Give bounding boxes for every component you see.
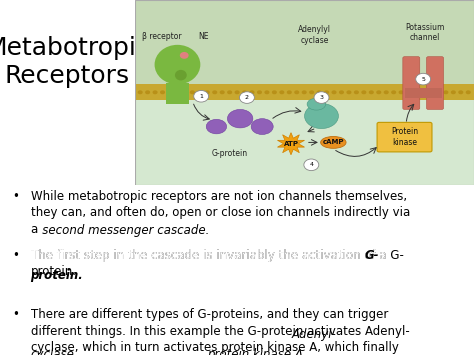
Text: 1: 1 [199, 94, 203, 99]
Circle shape [361, 90, 366, 94]
Circle shape [294, 90, 299, 94]
Ellipse shape [206, 119, 227, 134]
Text: 2: 2 [245, 95, 249, 100]
Bar [135, 100, 474, 185]
Circle shape [354, 90, 359, 94]
Circle shape [443, 90, 448, 94]
Circle shape [137, 90, 143, 94]
Circle shape [264, 90, 269, 94]
Text: The first step in the cascade is invariably the activation of a: The first step in the cascade is invaria… [30, 249, 390, 262]
Ellipse shape [175, 70, 187, 81]
Circle shape [272, 90, 277, 94]
Text: 4: 4 [310, 162, 313, 167]
Circle shape [428, 90, 434, 94]
Ellipse shape [228, 109, 253, 128]
Circle shape [309, 90, 314, 94]
Circle shape [212, 90, 217, 94]
Text: cyclase,: cyclase, [30, 348, 78, 355]
Circle shape [175, 90, 180, 94]
Circle shape [399, 90, 404, 94]
Circle shape [235, 90, 240, 94]
Circle shape [304, 159, 319, 171]
Circle shape [182, 90, 187, 94]
Ellipse shape [251, 119, 273, 135]
Text: Adenylyl
cyclase: Adenylyl cyclase [298, 26, 331, 45]
FancyBboxPatch shape [377, 122, 432, 152]
Text: The first step in the cascade is invariably the activation of a G-
protein.: The first step in the cascade is invaria… [30, 249, 403, 278]
Circle shape [279, 90, 284, 94]
Circle shape [436, 90, 441, 94]
Circle shape [458, 90, 463, 94]
Bar [165, 83, 189, 104]
Circle shape [331, 90, 337, 94]
Ellipse shape [307, 98, 326, 110]
Circle shape [324, 90, 329, 94]
Circle shape [249, 90, 255, 94]
Text: 5: 5 [421, 77, 425, 82]
Text: β receptor: β receptor [142, 32, 182, 41]
Circle shape [180, 52, 189, 59]
Text: ATP: ATP [283, 141, 299, 147]
Circle shape [145, 90, 150, 94]
Text: G-protein: G-protein [212, 149, 248, 158]
Text: protein.: protein. [30, 269, 83, 282]
Text: G-: G- [364, 249, 379, 262]
Circle shape [287, 90, 292, 94]
Text: second messenger cascade.: second messenger cascade. [30, 224, 209, 237]
Circle shape [197, 90, 202, 94]
Circle shape [194, 91, 209, 102]
Circle shape [383, 90, 389, 94]
Circle shape [219, 90, 225, 94]
Circle shape [190, 90, 195, 94]
Text: Protein
kinase: Protein kinase [391, 127, 418, 147]
Circle shape [257, 90, 262, 94]
Circle shape [369, 90, 374, 94]
Bar [135, 84, 474, 100]
Circle shape [314, 92, 329, 103]
Text: protein kinase A: protein kinase A [207, 348, 303, 355]
Circle shape [239, 92, 255, 103]
Text: NE: NE [198, 32, 208, 41]
Text: •: • [12, 308, 18, 321]
Bar [404, 88, 442, 98]
Circle shape [167, 90, 173, 94]
Polygon shape [277, 133, 304, 155]
Circle shape [451, 90, 456, 94]
Ellipse shape [320, 136, 346, 148]
Text: While metabotropic receptors are not ion channels themselves,
they can, and ofte: While metabotropic receptors are not ion… [30, 190, 410, 236]
Text: Metabotropic
Receptors: Metabotropic Receptors [0, 36, 150, 88]
Circle shape [346, 90, 352, 94]
Circle shape [465, 90, 471, 94]
Circle shape [339, 90, 344, 94]
Text: There are different types of G-proteins, and they can trigger
different things. : There are different types of G-proteins,… [30, 308, 410, 355]
Text: Adenyl-: Adenyl- [292, 328, 336, 341]
Circle shape [413, 90, 419, 94]
Circle shape [301, 90, 307, 94]
Circle shape [406, 90, 411, 94]
Circle shape [227, 90, 232, 94]
FancyBboxPatch shape [403, 57, 420, 109]
Circle shape [160, 90, 165, 94]
Circle shape [153, 90, 158, 94]
Circle shape [205, 90, 210, 94]
Circle shape [376, 90, 381, 94]
Ellipse shape [155, 45, 201, 84]
Circle shape [421, 90, 426, 94]
Text: 3: 3 [319, 95, 323, 100]
Circle shape [242, 90, 247, 94]
Text: Potassium
channel: Potassium channel [405, 23, 445, 42]
Text: •: • [12, 190, 18, 203]
Text: cAMP: cAMP [323, 140, 344, 146]
Bar [135, 0, 474, 84]
Circle shape [391, 90, 396, 94]
FancyBboxPatch shape [427, 57, 444, 109]
Circle shape [317, 90, 322, 94]
Circle shape [416, 73, 430, 85]
Ellipse shape [304, 104, 338, 129]
Text: •: • [12, 249, 18, 262]
